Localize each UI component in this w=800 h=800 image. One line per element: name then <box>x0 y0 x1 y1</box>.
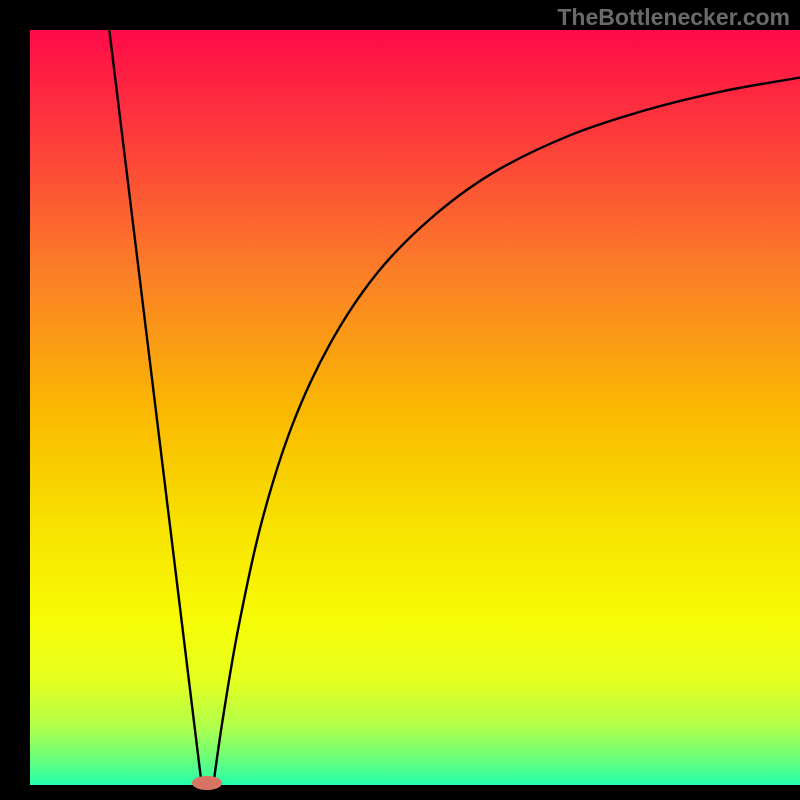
chart-container: TheBottlenecker.com <box>0 0 800 800</box>
minimum-marker <box>192 776 221 790</box>
curve-layer <box>30 30 800 785</box>
watermark-text: TheBottlenecker.com <box>557 4 790 31</box>
plot-area <box>30 30 800 785</box>
